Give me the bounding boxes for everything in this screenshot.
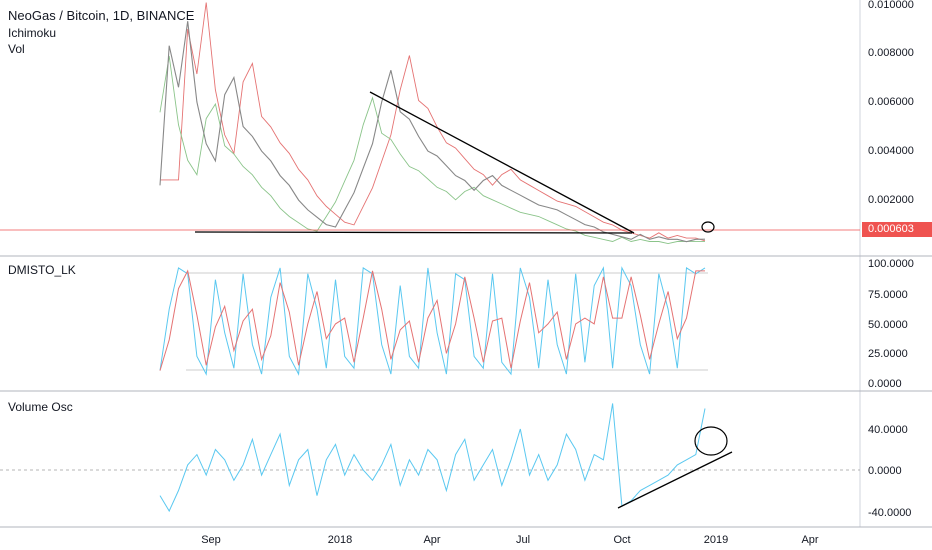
price-series-line <box>159 21 706 243</box>
x-tick: Jul <box>516 534 530 546</box>
x-tick: Sep <box>201 534 221 546</box>
highlight-circle-price[interactable] <box>701 221 715 233</box>
stochastic-y-tick: 25.0000 <box>868 348 908 360</box>
trendline-down[interactable] <box>369 91 635 234</box>
price-pane <box>0 2 860 245</box>
stochastic-y-tick: 0.0000 <box>868 378 902 390</box>
volume-y-tick: 40.0000 <box>868 424 908 436</box>
chart-title: NeoGas / Bitcoin, 1D, BINANCE <box>8 8 195 23</box>
stochastic-y-tick: 75.0000 <box>868 289 908 301</box>
volume-y-tick: 0.0000 <box>868 465 902 477</box>
price-y-tick: 0.004000 <box>868 145 914 157</box>
volume-osc-pane <box>0 403 860 513</box>
highlight-circle-volume[interactable] <box>694 426 728 456</box>
stochastic-k-line <box>159 266 706 376</box>
price-y-tick: 0.006000 <box>868 96 914 108</box>
price-y-tick: 0.008000 <box>868 47 914 59</box>
trendline-volume[interactable] <box>617 451 733 509</box>
price-y-tick: 0.002000 <box>868 194 914 206</box>
ichimoku-span-a <box>159 56 705 245</box>
volume-osc-label[interactable]: Volume Osc <box>8 400 73 414</box>
stochastic-y-tick: 50.0000 <box>868 319 908 331</box>
volume-label[interactable]: Vol <box>8 42 25 56</box>
x-tick: Apr <box>423 534 440 546</box>
x-tick: Oct <box>613 534 630 546</box>
volume-osc-line <box>159 403 706 513</box>
ichimoku-span-b <box>160 2 706 242</box>
price-y-tick: 0.010000 <box>868 0 914 11</box>
x-tick: Apr <box>801 534 818 546</box>
last-price-badge: 0.000603 <box>862 222 932 237</box>
stochastic-pane <box>159 266 708 376</box>
stochastic-label[interactable]: DMISTO_LK <box>8 263 76 277</box>
stochastic-y-tick: 100.0000 <box>868 258 914 270</box>
trendline-support[interactable] <box>194 231 633 234</box>
ichimoku-label[interactable]: Ichimoku <box>8 26 57 40</box>
volume-y-tick: -40.0000 <box>868 507 911 519</box>
axis-labels: 0.010000 0.008000 0.006000 0.004000 0.002000… <box>201 0 914 546</box>
x-tick: 2018 <box>328 534 352 546</box>
stochastic-d-line <box>159 269 705 371</box>
x-tick: 2019 <box>704 534 728 546</box>
